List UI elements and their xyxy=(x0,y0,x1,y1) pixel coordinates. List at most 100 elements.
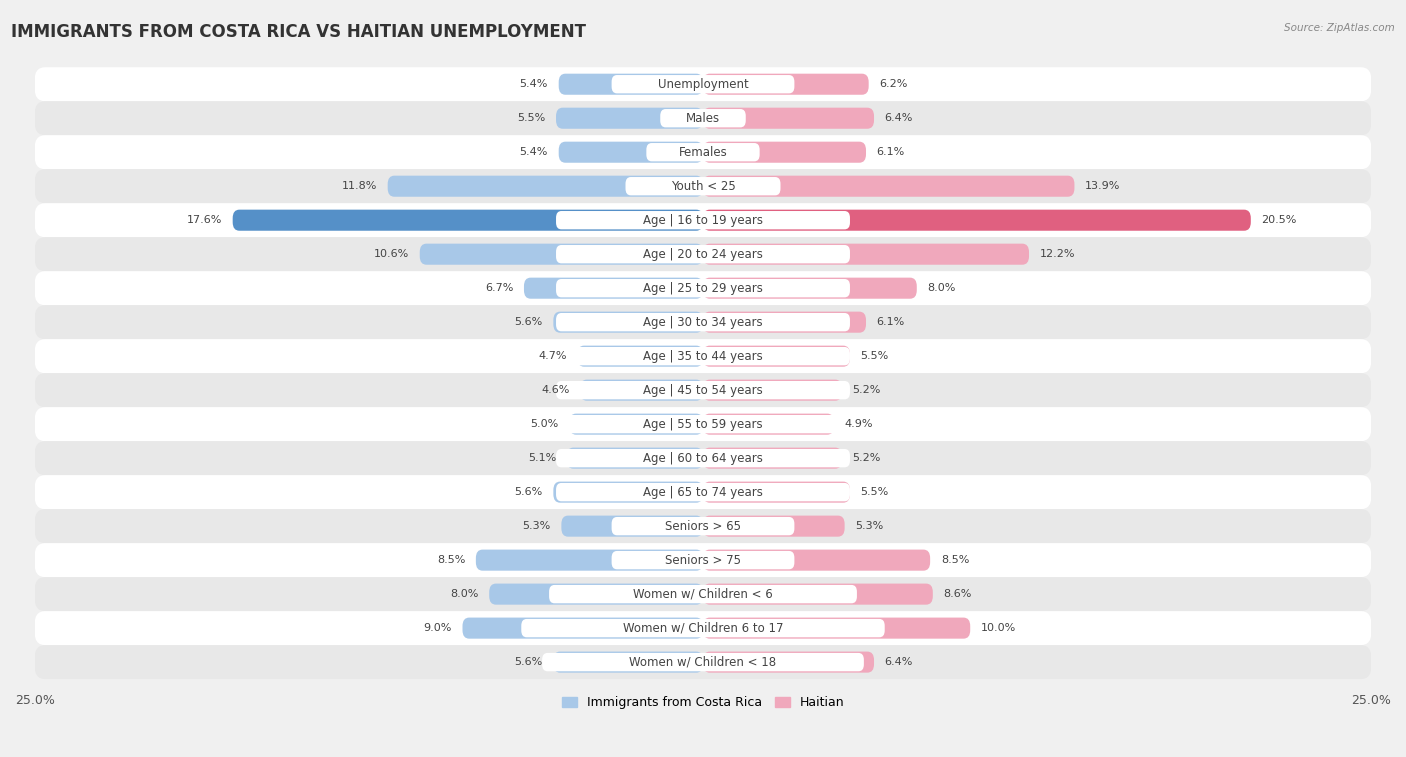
Text: 8.5%: 8.5% xyxy=(941,555,969,565)
FancyBboxPatch shape xyxy=(555,483,851,501)
Text: 5.5%: 5.5% xyxy=(517,114,546,123)
FancyBboxPatch shape xyxy=(578,346,703,366)
FancyBboxPatch shape xyxy=(555,347,851,366)
Text: 5.3%: 5.3% xyxy=(523,521,551,531)
FancyBboxPatch shape xyxy=(34,271,1372,305)
FancyBboxPatch shape xyxy=(703,516,845,537)
Text: Age | 35 to 44 years: Age | 35 to 44 years xyxy=(643,350,763,363)
FancyBboxPatch shape xyxy=(524,278,703,299)
FancyBboxPatch shape xyxy=(703,652,875,673)
Text: Seniors > 65: Seniors > 65 xyxy=(665,519,741,533)
Text: 10.6%: 10.6% xyxy=(374,249,409,259)
Text: 6.7%: 6.7% xyxy=(485,283,513,293)
FancyBboxPatch shape xyxy=(555,211,851,229)
Text: 11.8%: 11.8% xyxy=(342,181,377,192)
Text: Males: Males xyxy=(686,112,720,125)
FancyBboxPatch shape xyxy=(703,550,931,571)
FancyBboxPatch shape xyxy=(703,379,842,400)
FancyBboxPatch shape xyxy=(554,481,703,503)
FancyBboxPatch shape xyxy=(34,305,1372,339)
FancyBboxPatch shape xyxy=(703,107,875,129)
FancyBboxPatch shape xyxy=(554,652,703,673)
Text: Women w/ Children 6 to 17: Women w/ Children 6 to 17 xyxy=(623,621,783,634)
Text: 8.0%: 8.0% xyxy=(450,589,478,599)
Text: 5.1%: 5.1% xyxy=(527,453,555,463)
FancyBboxPatch shape xyxy=(703,176,1074,197)
Text: 6.4%: 6.4% xyxy=(884,114,912,123)
Text: Females: Females xyxy=(679,145,727,159)
FancyBboxPatch shape xyxy=(555,245,851,263)
Text: 5.6%: 5.6% xyxy=(515,488,543,497)
FancyBboxPatch shape xyxy=(581,379,703,400)
FancyBboxPatch shape xyxy=(34,170,1372,203)
FancyBboxPatch shape xyxy=(703,73,869,95)
Text: 6.1%: 6.1% xyxy=(877,317,905,327)
Text: Seniors > 75: Seniors > 75 xyxy=(665,553,741,567)
Text: 5.6%: 5.6% xyxy=(515,317,543,327)
FancyBboxPatch shape xyxy=(703,312,866,333)
Text: 6.4%: 6.4% xyxy=(884,657,912,667)
Text: Unemployment: Unemployment xyxy=(658,78,748,91)
FancyBboxPatch shape xyxy=(34,339,1372,373)
Text: 13.9%: 13.9% xyxy=(1085,181,1121,192)
FancyBboxPatch shape xyxy=(703,346,851,366)
Text: 4.7%: 4.7% xyxy=(538,351,567,361)
FancyBboxPatch shape xyxy=(612,551,794,569)
Text: Age | 45 to 54 years: Age | 45 to 54 years xyxy=(643,384,763,397)
FancyBboxPatch shape xyxy=(475,550,703,571)
FancyBboxPatch shape xyxy=(34,475,1372,509)
FancyBboxPatch shape xyxy=(567,447,703,469)
Text: Age | 16 to 19 years: Age | 16 to 19 years xyxy=(643,213,763,226)
FancyBboxPatch shape xyxy=(555,449,851,467)
FancyBboxPatch shape xyxy=(626,177,780,195)
Text: 8.0%: 8.0% xyxy=(928,283,956,293)
FancyBboxPatch shape xyxy=(703,142,866,163)
FancyBboxPatch shape xyxy=(34,543,1372,577)
FancyBboxPatch shape xyxy=(703,481,851,503)
FancyBboxPatch shape xyxy=(703,278,917,299)
Text: 8.5%: 8.5% xyxy=(437,555,465,565)
Text: 10.0%: 10.0% xyxy=(981,623,1017,633)
Text: 5.4%: 5.4% xyxy=(520,147,548,157)
FancyBboxPatch shape xyxy=(34,441,1372,475)
Text: Age | 20 to 24 years: Age | 20 to 24 years xyxy=(643,248,763,260)
Text: IMMIGRANTS FROM COSTA RICA VS HAITIAN UNEMPLOYMENT: IMMIGRANTS FROM COSTA RICA VS HAITIAN UN… xyxy=(11,23,586,41)
FancyBboxPatch shape xyxy=(34,203,1372,237)
FancyBboxPatch shape xyxy=(558,142,703,163)
Legend: Immigrants from Costa Rica, Haitian: Immigrants from Costa Rica, Haitian xyxy=(557,691,849,714)
FancyBboxPatch shape xyxy=(34,509,1372,543)
Text: 5.4%: 5.4% xyxy=(520,79,548,89)
Text: Age | 65 to 74 years: Age | 65 to 74 years xyxy=(643,486,763,499)
FancyBboxPatch shape xyxy=(569,413,703,435)
FancyBboxPatch shape xyxy=(420,244,703,265)
FancyBboxPatch shape xyxy=(543,653,863,671)
Text: Source: ZipAtlas.com: Source: ZipAtlas.com xyxy=(1284,23,1395,33)
FancyBboxPatch shape xyxy=(34,101,1372,136)
FancyBboxPatch shape xyxy=(34,373,1372,407)
Text: Age | 25 to 29 years: Age | 25 to 29 years xyxy=(643,282,763,294)
FancyBboxPatch shape xyxy=(612,517,794,535)
FancyBboxPatch shape xyxy=(34,237,1372,271)
Text: Women w/ Children < 18: Women w/ Children < 18 xyxy=(630,656,776,668)
FancyBboxPatch shape xyxy=(555,381,851,400)
FancyBboxPatch shape xyxy=(555,107,703,129)
Text: 4.6%: 4.6% xyxy=(541,385,569,395)
Text: 4.9%: 4.9% xyxy=(845,419,873,429)
Text: 6.1%: 6.1% xyxy=(877,147,905,157)
FancyBboxPatch shape xyxy=(703,618,970,639)
FancyBboxPatch shape xyxy=(555,313,851,332)
Text: Age | 30 to 34 years: Age | 30 to 34 years xyxy=(643,316,763,329)
Text: 5.6%: 5.6% xyxy=(515,657,543,667)
FancyBboxPatch shape xyxy=(703,244,1029,265)
FancyBboxPatch shape xyxy=(34,611,1372,645)
Text: 5.2%: 5.2% xyxy=(852,453,882,463)
FancyBboxPatch shape xyxy=(612,75,794,93)
FancyBboxPatch shape xyxy=(703,413,834,435)
FancyBboxPatch shape xyxy=(555,279,851,298)
FancyBboxPatch shape xyxy=(489,584,703,605)
FancyBboxPatch shape xyxy=(703,447,842,469)
Text: 12.2%: 12.2% xyxy=(1039,249,1076,259)
Text: 5.5%: 5.5% xyxy=(860,351,889,361)
FancyBboxPatch shape xyxy=(661,109,745,127)
Text: Age | 55 to 59 years: Age | 55 to 59 years xyxy=(643,418,763,431)
